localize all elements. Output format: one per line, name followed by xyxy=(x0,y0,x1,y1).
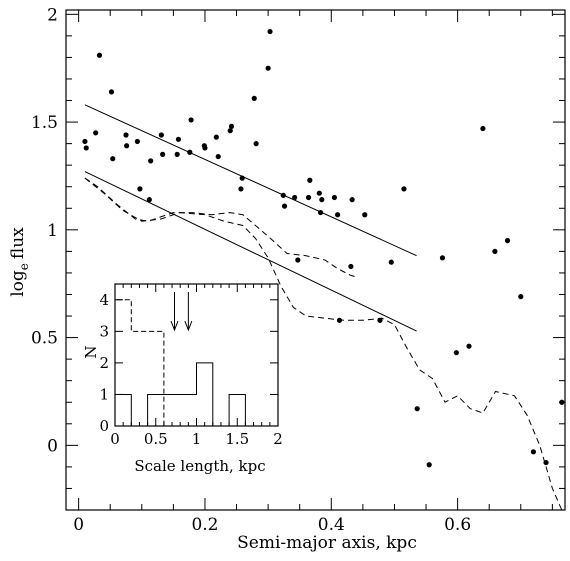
x-axis-title: Semi-major axis, kpc xyxy=(237,533,417,553)
data-point xyxy=(174,151,180,157)
data-point xyxy=(530,449,537,455)
inset-y-axis-title: N xyxy=(82,345,100,358)
data-point xyxy=(388,259,394,265)
data-point xyxy=(518,294,524,300)
inset-x-tick-label: 2 xyxy=(273,430,283,448)
x-tick-label: 0.2 xyxy=(191,515,218,535)
inset-dashed-histogram xyxy=(114,299,165,426)
data-point xyxy=(146,197,152,203)
data-point xyxy=(295,257,301,263)
data-point xyxy=(319,197,325,203)
data-point xyxy=(82,138,88,145)
data-point xyxy=(414,406,420,412)
data-point xyxy=(188,117,194,123)
data-point xyxy=(466,343,472,349)
y-tick-label: 0 xyxy=(47,436,58,456)
inset-y-tick-label: 2 xyxy=(99,354,109,372)
data-point xyxy=(439,255,446,261)
inset-y-tick-label: 0 xyxy=(99,417,109,435)
data-point xyxy=(336,317,343,323)
fit-line xyxy=(84,104,417,257)
inset-x-tick-label: 1 xyxy=(192,430,202,448)
data-point xyxy=(348,263,354,270)
data-point xyxy=(213,134,219,140)
inset-x-tick-label: 0.5 xyxy=(144,430,168,448)
data-point xyxy=(559,399,565,405)
data-point xyxy=(110,156,116,162)
data-point xyxy=(124,143,130,149)
dashed-profile-line xyxy=(84,177,357,278)
inset-x-tick-label: 0 xyxy=(110,430,120,448)
data-point xyxy=(480,125,486,132)
main-series xyxy=(82,28,565,510)
data-point xyxy=(426,462,432,468)
y-tick-label: 2 xyxy=(47,5,58,25)
data-point xyxy=(134,138,140,145)
inset-solid-histogram xyxy=(114,362,246,427)
data-point xyxy=(227,128,233,134)
inset-y-tick-label: 1 xyxy=(99,385,109,403)
inset-x-tick-label: 1.5 xyxy=(225,430,249,448)
x-tick-label: 0.4 xyxy=(318,515,345,535)
inset-arrow-head xyxy=(184,320,193,332)
data-point xyxy=(160,151,166,157)
y-axis-title: loge flux xyxy=(8,227,31,297)
main-tick-labels: 0 0.2 0.4 0.6 0 0.5 1 1.5 2 xyxy=(31,5,471,535)
inset-series xyxy=(114,292,246,427)
y-axis-title-sub: e xyxy=(17,263,31,270)
main-axis-ticks xyxy=(66,10,565,510)
fit-line xyxy=(84,171,417,332)
data-point xyxy=(292,194,298,201)
data-point xyxy=(228,123,235,129)
y-axis-title-tail: flux xyxy=(8,227,28,259)
inset-y-tick-label: 4 xyxy=(99,291,109,309)
data-point xyxy=(349,197,355,203)
data-point xyxy=(93,130,99,136)
data-point xyxy=(83,145,89,151)
data-point xyxy=(215,153,221,160)
data-point xyxy=(401,186,407,192)
data-point xyxy=(335,212,341,218)
dashed-profile-line xyxy=(84,177,563,510)
y-tick-label: 0.5 xyxy=(31,329,58,349)
inset-frame xyxy=(114,283,279,427)
data-point xyxy=(307,177,313,183)
inset-tick-labels: 0 0.5 1 1.5 2 0 1 2 3 4 xyxy=(99,291,282,448)
data-point xyxy=(148,158,154,164)
data-point xyxy=(504,238,511,244)
data-point xyxy=(202,145,208,151)
data-point xyxy=(331,194,338,201)
data-point xyxy=(265,65,271,71)
data-point xyxy=(453,350,459,356)
data-point xyxy=(305,194,312,201)
inset-x-axis-title: Scale length, kpc xyxy=(134,457,265,475)
data-point xyxy=(108,89,115,95)
inset-y-tick-label: 3 xyxy=(99,322,109,340)
data-point xyxy=(492,248,498,254)
main-plot-frame xyxy=(65,9,566,511)
x-tick-label: 0.6 xyxy=(444,515,471,535)
y-tick-label: 1.5 xyxy=(31,113,58,133)
data-point xyxy=(158,132,164,138)
data-point xyxy=(316,190,322,196)
y-tick-label: 1 xyxy=(47,221,58,241)
data-point xyxy=(123,132,129,138)
data-point xyxy=(96,52,103,58)
y-axis-title-main: log xyxy=(8,270,28,297)
x-tick-label: 0 xyxy=(73,515,84,535)
data-point xyxy=(238,186,244,192)
data-point xyxy=(362,212,368,218)
data-point xyxy=(267,28,273,35)
inset-arrow-head xyxy=(170,320,179,332)
data-point xyxy=(253,141,259,147)
data-point xyxy=(281,203,288,209)
data-point xyxy=(251,95,257,101)
data-point xyxy=(175,136,182,142)
data-point xyxy=(137,186,143,192)
